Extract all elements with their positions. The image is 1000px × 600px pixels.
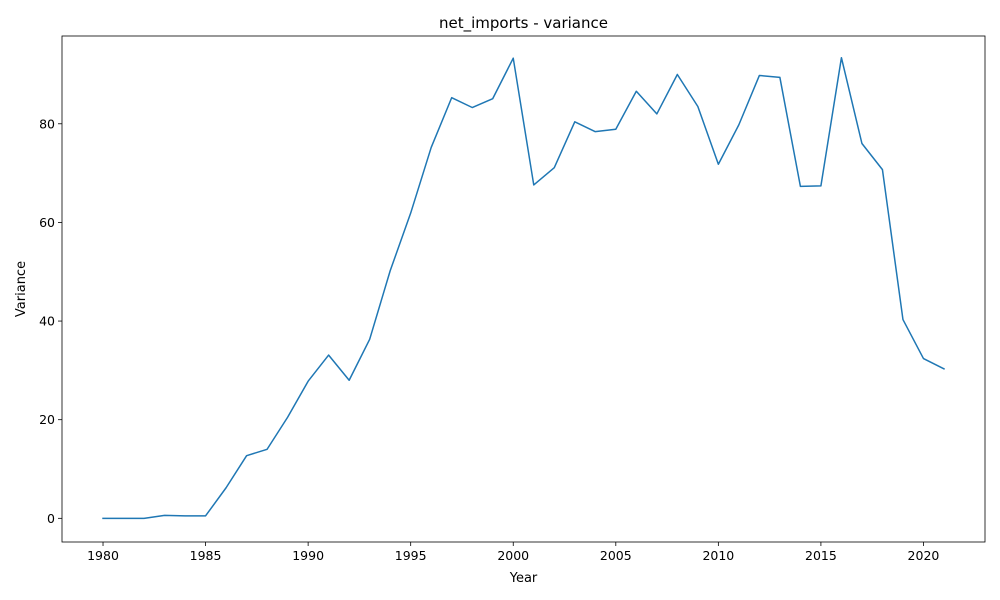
y-tick-label-60: 60 — [39, 215, 55, 230]
x-tick-label-2000: 2000 — [497, 548, 529, 563]
x-tick-label-1985: 1985 — [190, 548, 222, 563]
y-tick-label-40: 40 — [39, 314, 55, 329]
y-tick-label-20: 20 — [39, 412, 55, 427]
plot-frame — [61, 35, 986, 543]
x-tick-label-1995: 1995 — [395, 548, 427, 563]
x-tick-label-1990: 1990 — [292, 548, 324, 563]
x-tick-label-2010: 2010 — [702, 548, 734, 563]
y-tick-label-80: 80 — [39, 116, 55, 131]
plot-area: 1980 1985 1990 1995 2000 2005 2010 2015 2020 0 20 4… — [39, 35, 986, 563]
y-axis-label: Variance — [14, 261, 29, 317]
series-line — [102, 56, 945, 520]
y-tick-label-0: 0 — [47, 511, 55, 526]
x-tick-label-2005: 2005 — [600, 548, 632, 563]
x-tick-label-2020: 2020 — [908, 548, 940, 563]
x-tick-label-1980: 1980 — [87, 548, 119, 563]
x-axis-label: Year — [509, 571, 538, 586]
x-tick-label-2015: 2015 — [805, 548, 837, 563]
chart-title: net_imports - variance — [439, 14, 608, 33]
